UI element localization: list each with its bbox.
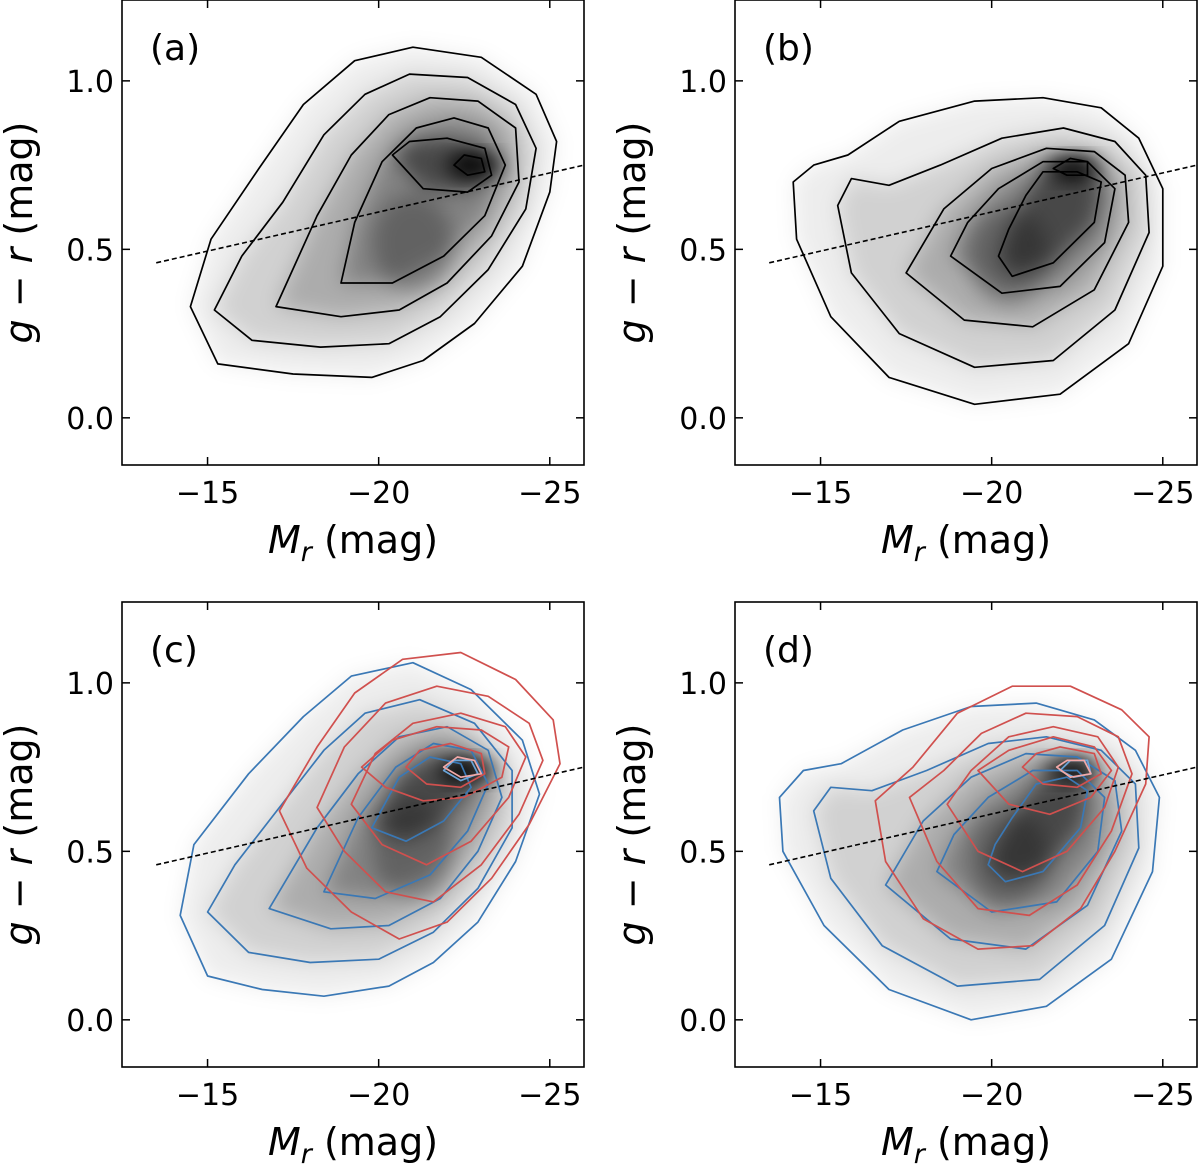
x-tick-label-a-0: −15: [176, 476, 239, 511]
panel-label-a: (a): [150, 28, 200, 69]
x-tick-label-b-1: −20: [960, 476, 1023, 511]
y-tick-label-c-0: 0.0: [66, 1004, 114, 1039]
panel-c: −15 −20 −25 0.0 0.5 1.0 Mr (mag) g − r (mag) (c): [0, 601, 585, 1167]
y-tick-label-c-1: 0.5: [66, 835, 114, 870]
x-tick-label-d-2: −25: [1131, 1078, 1194, 1113]
contour-red-c-6: [442, 756, 483, 779]
y-tick-label-d-0: 0.0: [679, 1004, 727, 1039]
y-tick-label-b-1: 0.5: [679, 233, 727, 268]
panel-d: −15 −20 −25 0.0 0.5 1.0 Mr (mag) g − r (mag) (d): [610, 601, 1198, 1167]
y-tick-label-b-0: 0.0: [679, 402, 727, 437]
contour-red-d-5: [1021, 746, 1103, 789]
dividing-line-c: [156, 766, 584, 866]
contours-all-a: [189, 46, 558, 379]
contour-blue-c-6: [442, 759, 479, 782]
contour-blue-d-6: [1059, 759, 1092, 779]
y-tick-label-c-2: 1.0: [66, 667, 114, 702]
contours-blue-d: [778, 702, 1161, 1021]
x-tick-label-d-1: −20: [960, 1078, 1023, 1113]
x-tick-label-a-2: −25: [518, 476, 581, 511]
panel-label-d: (d): [763, 630, 814, 671]
contour-all-b-1: [792, 96, 1164, 406]
dividing-line-d: [769, 766, 1197, 866]
contour-all-b-4: [949, 160, 1116, 295]
x-axis-label-b: Mr (mag): [881, 518, 1051, 568]
contour-blue-c-2: [206, 698, 513, 964]
y-tick-label-a-1: 0.5: [66, 233, 114, 268]
x-axis-label-d: Mr (mag): [881, 1120, 1051, 1167]
axes-frame-d: [734, 601, 1198, 1068]
x-tick-label-b-0: −15: [789, 476, 852, 511]
panel-a: −15 −20 −25 0.0 0.5 1.0 Mr (mag) g − r (mag) (a): [0, 0, 585, 568]
dividing-line-b: [769, 164, 1197, 264]
contours-red-d: [874, 685, 1150, 950]
y-axis-label-c: g − r (mag): [0, 724, 41, 946]
contour-red-d-3: [946, 725, 1120, 873]
contour-blue-d-4: [936, 769, 1106, 913]
panel-b: −15 −20 −25 0.0 0.5 1.0 Mr (mag) g − r (mag) (b): [610, 0, 1198, 568]
contour-blue-d-2: [812, 735, 1140, 987]
x-axis-label-a: Mr (mag): [268, 518, 438, 568]
x-tick-label-a-1: −20: [347, 476, 410, 511]
contours-all-b: [792, 96, 1164, 406]
contour-blue-d-5: [987, 776, 1089, 883]
plot-area-b: [769, 96, 1197, 406]
contours-blue-c: [179, 661, 541, 998]
x-tick-label-c-2: −25: [518, 1078, 581, 1113]
contour-all-a-1: [189, 46, 558, 379]
contour-red-c-3: [350, 712, 527, 866]
x-tick-label-c-1: −20: [347, 1078, 410, 1113]
contour-red-d-6: [1055, 759, 1092, 779]
contour-all-a-3: [275, 96, 520, 318]
y-tick-label-d-1: 0.5: [679, 835, 727, 870]
axes-frame-b: [734, 0, 1198, 466]
panel-label-b: (b): [763, 28, 814, 69]
plot-area-a: [156, 46, 584, 379]
contour-all-a-4: [340, 117, 507, 284]
density-core-c: [372, 803, 453, 900]
contour-red-c-5: [405, 742, 486, 789]
contour-all-a-5: [391, 137, 493, 193]
x-tick-label-d-0: −15: [789, 1078, 852, 1113]
density-core-d: [968, 810, 1049, 907]
x-tick-label-c-0: −15: [176, 1078, 239, 1113]
contour-red-c-4: [360, 725, 510, 802]
contours-red-c: [278, 651, 561, 940]
contour-all-b-5: [997, 170, 1103, 278]
panel-label-c: (c): [150, 630, 198, 671]
contour-red-c-1: [278, 651, 561, 940]
contour-blue-c-3: [268, 725, 503, 930]
density-level-a-5: [392, 138, 492, 193]
plot-area-d: [769, 685, 1197, 1021]
contour-red-c-2: [316, 685, 544, 903]
density-core-a: [372, 194, 453, 291]
dividing-line-a: [156, 164, 584, 264]
y-axis-label-a: g − r (mag): [0, 122, 41, 344]
x-tick-label-b-2: −25: [1131, 476, 1194, 511]
density-heatmap-c: [180, 662, 540, 997]
y-axis-label-d: g − r (mag): [610, 724, 654, 946]
x-axis-label-c: Mr (mag): [268, 1120, 438, 1167]
contour-blue-c-1: [179, 661, 541, 998]
y-tick-label-d-2: 1.0: [679, 667, 727, 702]
y-tick-label-b-2: 1.0: [679, 65, 727, 100]
axes-frame-a: [121, 0, 585, 466]
contour-red-d-2: [908, 712, 1133, 917]
y-tick-label-a-2: 1.0: [66, 65, 114, 100]
contour-all-b-6: [1052, 157, 1089, 177]
contour-all-b-3: [905, 147, 1130, 328]
y-tick-label-a-0: 0.0: [66, 402, 114, 437]
contour-all-a-2: [213, 73, 537, 348]
contour-blue-d-1: [778, 702, 1161, 1021]
contour-all-b-2: [836, 127, 1150, 369]
contour-red-d-1: [874, 685, 1150, 950]
plot-area-c: [156, 651, 584, 998]
contour-all-a-6: [453, 154, 486, 177]
axes-frame-c: [121, 601, 585, 1068]
y-axis-label-b: g − r (mag): [610, 122, 654, 344]
contour-blue-c-4: [323, 742, 490, 900]
density-core-b: [968, 208, 1049, 305]
